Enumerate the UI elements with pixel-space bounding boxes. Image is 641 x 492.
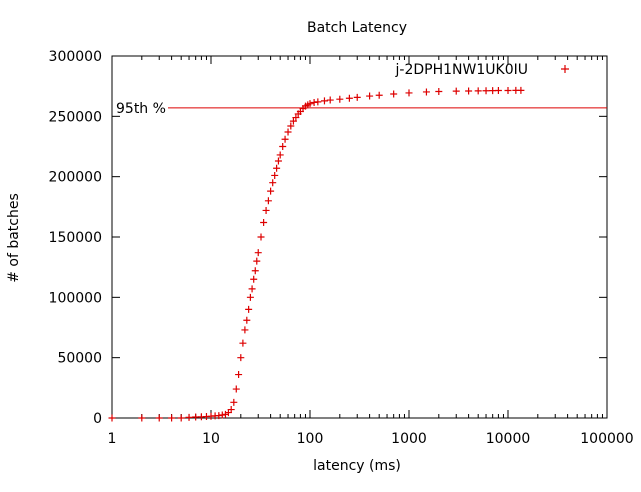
- y-tick-label: 150000: [49, 230, 102, 246]
- data-point: [237, 354, 245, 362]
- data-point: [155, 414, 163, 422]
- data-point: [138, 414, 146, 422]
- x-tick-label: 100000: [580, 431, 633, 447]
- data-point: [260, 219, 268, 227]
- plot-frame: [111, 55, 608, 419]
- data-point: [289, 117, 297, 125]
- data-point: [262, 206, 270, 214]
- legend-series-label: j-2DPH1NW1UK0IU: [395, 62, 528, 78]
- data-point: [248, 285, 256, 293]
- data-point: [474, 87, 482, 95]
- data-point: [245, 305, 253, 313]
- data-point: [250, 275, 258, 283]
- data-point: [494, 87, 502, 95]
- data-point: [465, 87, 473, 95]
- data-point: [218, 411, 226, 419]
- data-point: [271, 171, 279, 179]
- data-point: [310, 98, 318, 106]
- data-point: [108, 414, 116, 422]
- y-tick-label: 300000: [49, 49, 102, 65]
- x-tick-label: 100: [297, 431, 324, 447]
- data-point: [345, 94, 353, 102]
- data-point: [435, 87, 443, 95]
- data-point: [405, 89, 413, 97]
- data-point: [517, 86, 525, 94]
- data-point: [336, 95, 344, 103]
- data-point: [232, 385, 240, 393]
- data-point: [253, 257, 261, 265]
- data-point: [287, 122, 295, 130]
- data-point: [241, 326, 249, 334]
- data-point: [422, 88, 430, 96]
- data-point: [390, 90, 398, 98]
- data-point: [257, 233, 265, 241]
- data-point: [504, 87, 512, 95]
- data-point: [185, 413, 193, 421]
- x-tick-label: 10: [202, 431, 220, 447]
- x-tick-label: 10000: [486, 431, 531, 447]
- chart-title: Batch Latency: [307, 20, 407, 36]
- data-point: [264, 197, 272, 205]
- data-point: [251, 267, 259, 275]
- y-axis-label: # of batches: [6, 193, 22, 283]
- y-tick-label: 100000: [49, 290, 102, 306]
- data-point: [375, 91, 383, 99]
- data-point: [366, 92, 374, 100]
- data-point: [306, 100, 314, 108]
- data-point: [284, 128, 292, 136]
- x-tick-label: 1: [108, 431, 117, 447]
- data-point: [239, 339, 247, 347]
- data-point: [276, 151, 284, 159]
- data-point: [269, 179, 277, 187]
- data-point: [292, 114, 300, 122]
- data-point: [215, 412, 223, 420]
- x-axis-label: latency (ms): [313, 458, 401, 474]
- data-point: [177, 414, 185, 422]
- data-point: [482, 87, 490, 95]
- data-point: [273, 164, 281, 172]
- data-point: [353, 93, 361, 101]
- data-point: [452, 87, 460, 95]
- data-point: [243, 316, 251, 324]
- plot-area: 1 10 100 1000 10000 100000 0 50000 100000 150000 2…: [49, 49, 634, 447]
- data-point: [168, 414, 176, 422]
- y-tick-label: 0: [93, 411, 102, 427]
- y-tick-label: 250000: [49, 109, 102, 125]
- y-tick-label: 200000: [49, 170, 102, 186]
- legend-marker: [561, 65, 569, 73]
- data-point: [246, 293, 254, 301]
- data-point: [326, 96, 334, 104]
- data-point: [227, 406, 235, 414]
- data-point: [314, 98, 322, 106]
- x-tick-label: 1000: [391, 431, 427, 447]
- y-tick-label: 50000: [57, 351, 102, 367]
- data-point: [267, 187, 275, 195]
- data-point: [274, 157, 282, 165]
- data-point: [230, 398, 238, 406]
- data-point: [279, 143, 287, 150]
- data-point: [281, 135, 289, 143]
- data-point: [254, 249, 262, 257]
- percentile-95-label: 95th %: [116, 101, 166, 117]
- data-point: [235, 371, 243, 379]
- data-point: [320, 97, 328, 105]
